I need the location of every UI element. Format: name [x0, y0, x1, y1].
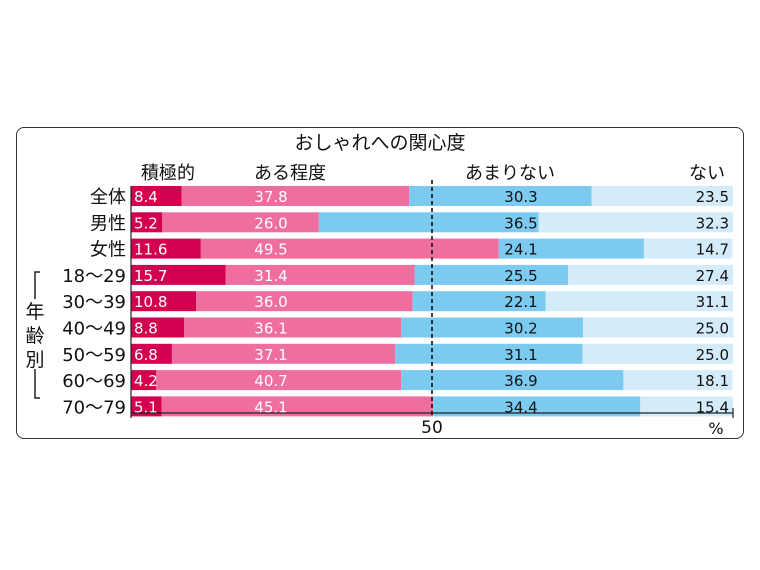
legend-label-0: 積極的 — [141, 163, 195, 184]
category-label-女性: 女性 — [90, 240, 126, 261]
value-label: 10.8 — [134, 293, 167, 311]
value-label: 25.0 — [696, 320, 729, 338]
value-label: 23.5 — [696, 188, 729, 206]
value-label: 34.4 — [504, 398, 537, 416]
bar-70-79-2 — [433, 396, 641, 417]
value-label: 31.1 — [696, 293, 729, 311]
value-label: 40.7 — [254, 372, 287, 390]
bar-40-49-3 — [583, 317, 734, 338]
unit-label: % — [708, 419, 723, 438]
category-label-50-59: 50～59 — [62, 345, 126, 366]
value-label: 30.2 — [504, 320, 537, 338]
bar-70-79-3 — [640, 396, 733, 417]
age-group-label-char: 別 — [25, 349, 44, 371]
bar-50-59-0 — [131, 343, 172, 364]
value-label: 14.7 — [696, 241, 729, 259]
legend-label-3: ない — [689, 163, 725, 184]
chart-frame — [16, 127, 744, 439]
bar-30-39-1 — [196, 291, 413, 312]
bar-40-49-0 — [131, 317, 184, 338]
value-label: 24.1 — [504, 241, 537, 259]
value-label: 36.9 — [504, 372, 537, 390]
category-label-60-69: 60～69 — [62, 371, 126, 392]
value-label: 36.5 — [504, 214, 537, 232]
value-label: 18.1 — [696, 372, 729, 390]
value-label: 32.3 — [696, 214, 729, 232]
value-label: 15.4 — [696, 398, 729, 416]
value-label: 26.0 — [254, 214, 287, 232]
value-label: 5.1 — [134, 398, 158, 416]
bar-女性-3 — [643, 238, 733, 259]
bar-全体-3 — [591, 186, 733, 206]
category-label-30-39: 30～39 — [62, 292, 126, 313]
value-label: 25.0 — [696, 346, 729, 364]
x-tick-label-50: 50 — [421, 418, 443, 438]
bar-50-59-3 — [582, 343, 733, 364]
age-group-label-char: 年 — [25, 301, 44, 323]
bar-男性-0 — [131, 212, 163, 233]
bar-40-49-1 — [183, 317, 402, 338]
legend-label-1: ある程度 — [254, 163, 326, 184]
bar-60-69-2 — [401, 370, 624, 391]
bar-全体-0 — [131, 186, 182, 206]
bar-全体-1 — [181, 186, 410, 206]
bar-40-49-2 — [401, 317, 584, 338]
value-label: 31.4 — [254, 267, 287, 285]
category-label-40-49: 40～49 — [62, 319, 126, 340]
bar-60-69-3 — [623, 370, 733, 391]
bar-70-79-0 — [131, 396, 162, 417]
value-label: 25.5 — [504, 267, 537, 285]
bar-50-59-2 — [395, 343, 583, 364]
bar-18-29-0 — [131, 264, 226, 285]
value-label: 36.0 — [254, 293, 287, 311]
category-label-男性: 男性 — [90, 213, 126, 234]
bar-女性-2 — [498, 238, 644, 259]
value-label: 37.1 — [254, 346, 287, 364]
bar-30-39-2 — [412, 291, 546, 312]
age-group-label-char: 齢 — [25, 325, 44, 347]
value-label: 22.1 — [504, 293, 537, 311]
value-label: 31.1 — [504, 346, 537, 364]
age-group-label-backdrop — [25, 299, 45, 369]
bar-18-29-1 — [225, 264, 415, 285]
value-label: 8.8 — [134, 320, 158, 338]
chart-title: おしゃれへの関心度 — [294, 132, 465, 154]
bar-男性-2 — [318, 212, 539, 233]
value-label: 15.7 — [134, 267, 167, 285]
value-label: 37.8 — [254, 188, 287, 206]
value-label: 36.1 — [254, 320, 287, 338]
bar-女性-0 — [131, 238, 201, 259]
bar-50-59-1 — [171, 343, 396, 364]
category-label-全体: 全体 — [90, 187, 126, 208]
value-label: 6.8 — [134, 346, 158, 364]
category-label-18-29: 18～29 — [62, 266, 126, 287]
bar-18-29-2 — [414, 264, 569, 285]
value-label: 4.2 — [134, 372, 158, 390]
bar-男性-3 — [538, 212, 733, 233]
value-label: 30.3 — [504, 188, 537, 206]
bar-全体-2 — [409, 186, 592, 206]
bar-男性-1 — [162, 212, 319, 233]
value-label: 27.4 — [696, 267, 729, 285]
value-label: 49.5 — [254, 241, 287, 259]
category-label-70-79: 70～79 — [62, 397, 126, 418]
bar-18-29-3 — [568, 264, 733, 285]
value-label: 5.2 — [134, 214, 158, 232]
value-label: 11.6 — [134, 241, 167, 259]
bar-60-69-0 — [131, 370, 157, 391]
age-group-bracket: 年齢別 — [25, 271, 45, 399]
bar-70-79-1 — [161, 396, 434, 417]
bar-60-69-1 — [156, 370, 402, 391]
bar-女性-1 — [200, 238, 499, 259]
legend-label-2: あまりない — [465, 163, 555, 184]
bar-30-39-0 — [131, 291, 197, 312]
bar-30-39-3 — [545, 291, 733, 312]
value-label: 45.1 — [254, 398, 287, 416]
value-label: 8.4 — [134, 188, 158, 206]
